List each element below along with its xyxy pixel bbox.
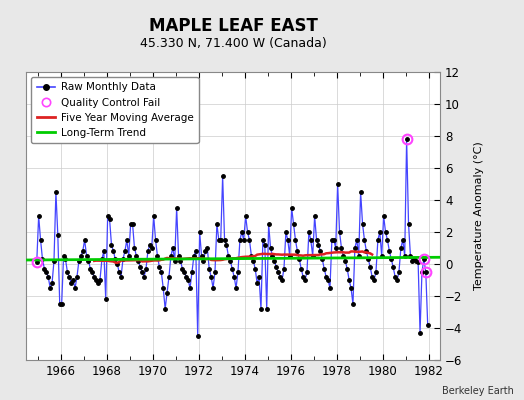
Text: Berkeley Earth: Berkeley Earth — [442, 386, 514, 396]
Text: MAPLE LEAF EAST: MAPLE LEAF EAST — [149, 16, 318, 34]
Y-axis label: Temperature Anomaly (°C): Temperature Anomaly (°C) — [474, 142, 484, 290]
Title: 45.330 N, 71.400 W (Canada): 45.330 N, 71.400 W (Canada) — [140, 37, 326, 50]
Legend: Raw Monthly Data, Quality Control Fail, Five Year Moving Average, Long-Term Tren: Raw Monthly Data, Quality Control Fail, … — [31, 77, 199, 143]
